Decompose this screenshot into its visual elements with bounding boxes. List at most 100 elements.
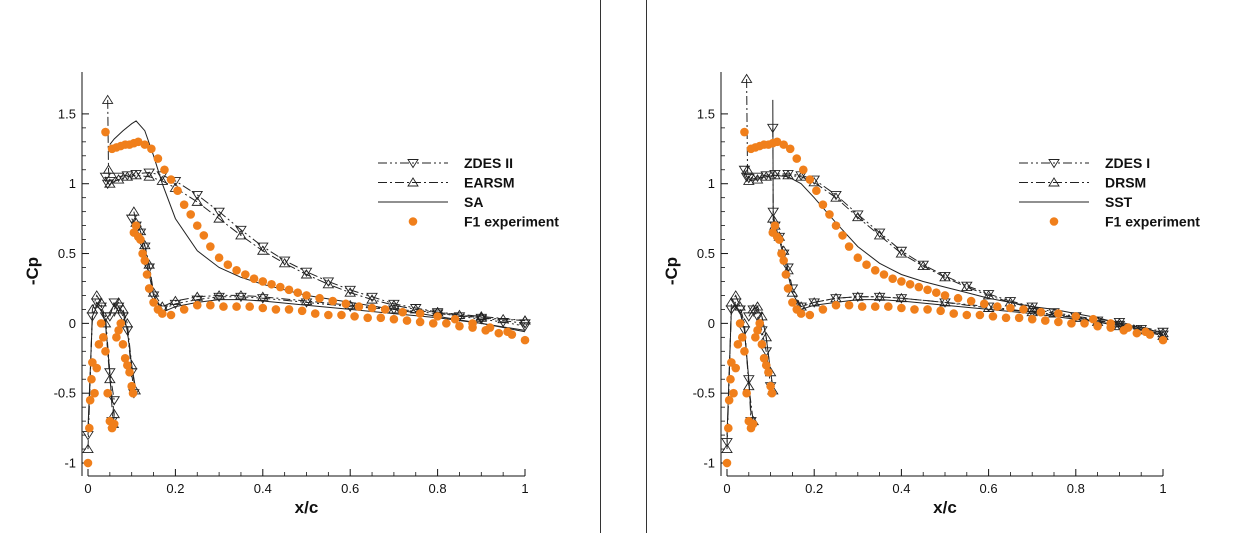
data-point-f1-experiment	[857, 302, 867, 311]
panel-divider-left	[600, 0, 601, 533]
data-point-f1-experiment	[949, 309, 959, 318]
y-axis-title: -Cp	[23, 257, 42, 285]
data-point-f1-experiment	[870, 302, 880, 311]
data-point-f1-experiment	[315, 293, 324, 303]
y-tick-label: -0.5	[693, 386, 715, 401]
data-point-f1-experiment	[1071, 312, 1081, 321]
y-tick-label: 0.5	[58, 246, 76, 261]
data-point-f1-experiment	[879, 270, 889, 279]
data-point-zdes-ii	[519, 322, 531, 332]
series-line-sst	[726, 304, 752, 436]
data-point-f1-experiment	[433, 312, 442, 321]
data-point-f1-experiment	[785, 144, 795, 154]
data-point-f1-experiment	[455, 321, 464, 331]
data-point-f1-experiment	[792, 154, 802, 163]
data-point-f1-experiment	[160, 165, 169, 175]
legend-marker-zdes-i	[1048, 159, 1060, 169]
data-point-f1-experiment	[1001, 313, 1011, 323]
y-tick-label: 1.5	[58, 106, 76, 121]
data-point-zdes-ii	[95, 302, 107, 312]
data-point-earsm	[143, 171, 155, 181]
data-point-drsm	[851, 211, 864, 222]
data-point-drsm	[917, 260, 930, 271]
data-point-zdes-ii	[112, 172, 125, 183]
y-tick-label: 0	[708, 316, 715, 331]
data-point-earsm	[130, 169, 142, 180]
data-point-f1-experiment	[751, 333, 760, 342]
data-point-f1-experiment	[127, 381, 136, 391]
series-line-drsm	[772, 218, 1164, 334]
data-point-earsm	[235, 230, 247, 240]
data-point-earsm	[86, 304, 99, 314]
data-point-f1-experiment	[1158, 335, 1168, 345]
data-point-f1-experiment	[284, 305, 294, 314]
legend-marker-earsm	[407, 177, 419, 187]
data-point-zdes-ii	[256, 242, 269, 252]
data-point-f1-experiment	[914, 282, 924, 292]
data-point-f1-experiment	[101, 346, 110, 356]
data-point-f1-experiment	[101, 127, 110, 137]
data-point-earsm	[344, 287, 357, 297]
data-point-f1-experiment	[214, 253, 224, 263]
data-point-drsm	[729, 290, 742, 300]
data-point-f1-experiment	[140, 140, 150, 149]
data-point-f1-experiment	[245, 302, 254, 311]
y-tick-label: 1	[708, 176, 715, 191]
data-point-f1-experiment	[764, 367, 773, 377]
data-point-f1-experiment	[87, 374, 96, 384]
data-point-f1-experiment	[1036, 307, 1046, 317]
series-line-sst	[748, 174, 1164, 334]
data-point-f1-experiment	[402, 316, 412, 325]
data-point-drsm	[795, 171, 807, 181]
data-point-f1-experiment	[884, 302, 893, 311]
data-point-f1-experiment	[818, 200, 828, 209]
data-point-f1-experiment	[241, 270, 250, 279]
series-line-earsm	[113, 301, 136, 391]
data-point-f1-experiment	[350, 312, 359, 321]
data-point-f1-experiment	[796, 309, 806, 318]
data-point-zdes-ii	[278, 256, 291, 266]
data-point-f1-experiment	[993, 302, 1002, 311]
data-point-drsm	[782, 169, 794, 180]
data-point-f1-experiment	[1067, 319, 1076, 328]
data-point-f1-experiment	[136, 235, 145, 244]
data-point-f1-experiment	[367, 303, 377, 313]
data-point-earsm	[104, 178, 116, 188]
chart-svg-right: 0 0.2 0.4 0.6 0.8 1 -1 -0.5 0 0.5 1 1.5 x/c -Cp ZDES I…	[662, 72, 1200, 517]
legend-label-sst: SST	[1105, 194, 1133, 210]
data-point-zdes-ii	[256, 294, 269, 304]
data-point-f1-experiment	[284, 285, 294, 295]
data-point-f1-experiment	[1123, 323, 1133, 332]
data-point-f1-experiment	[770, 221, 780, 230]
data-point-f1-experiment	[936, 306, 945, 316]
data-point-f1-experiment	[337, 310, 346, 320]
data-point-zdes-ii	[138, 242, 151, 252]
data-point-f1-experiment	[724, 395, 734, 405]
data-point-drsm	[808, 297, 821, 307]
panel-divider-right	[646, 0, 647, 533]
data-point-f1-experiment	[831, 300, 841, 310]
legend-label-sa: SA	[464, 194, 483, 210]
data-point-zdes-ii	[344, 285, 357, 296]
data-point-drsm	[747, 304, 759, 314]
data-point-f1-experiment	[85, 395, 95, 405]
data-point-f1-experiment	[818, 305, 828, 314]
chart-panel-right: 0 0.2 0.4 0.6 0.8 1 -1 -0.5 0 0.5 1 1.5 x/c -Cp ZDES I…	[646, 0, 1236, 533]
y-tick-label: -1	[703, 456, 715, 471]
data-point-f1-experiment	[354, 302, 364, 311]
data-point-f1-experiment	[149, 298, 158, 307]
data-point-f1-experiment	[775, 235, 784, 244]
data-point-f1-experiment	[118, 340, 128, 349]
data-point-f1-experiment	[862, 260, 871, 270]
data-point-zdes-ii	[300, 267, 313, 278]
data-point-f1-experiment	[258, 303, 268, 313]
data-point-f1-experiment	[112, 333, 121, 342]
data-point-earsm	[256, 291, 269, 301]
data-point-f1-experiment	[140, 256, 150, 265]
series-line-sa	[109, 120, 526, 331]
legend-label-f1-experiment: F1 experiment	[1105, 214, 1200, 230]
data-point-f1-experiment	[90, 388, 99, 398]
x-tick-label: 0.6	[980, 481, 998, 496]
data-point-drsm	[873, 291, 886, 301]
series-line-sa	[87, 305, 113, 429]
